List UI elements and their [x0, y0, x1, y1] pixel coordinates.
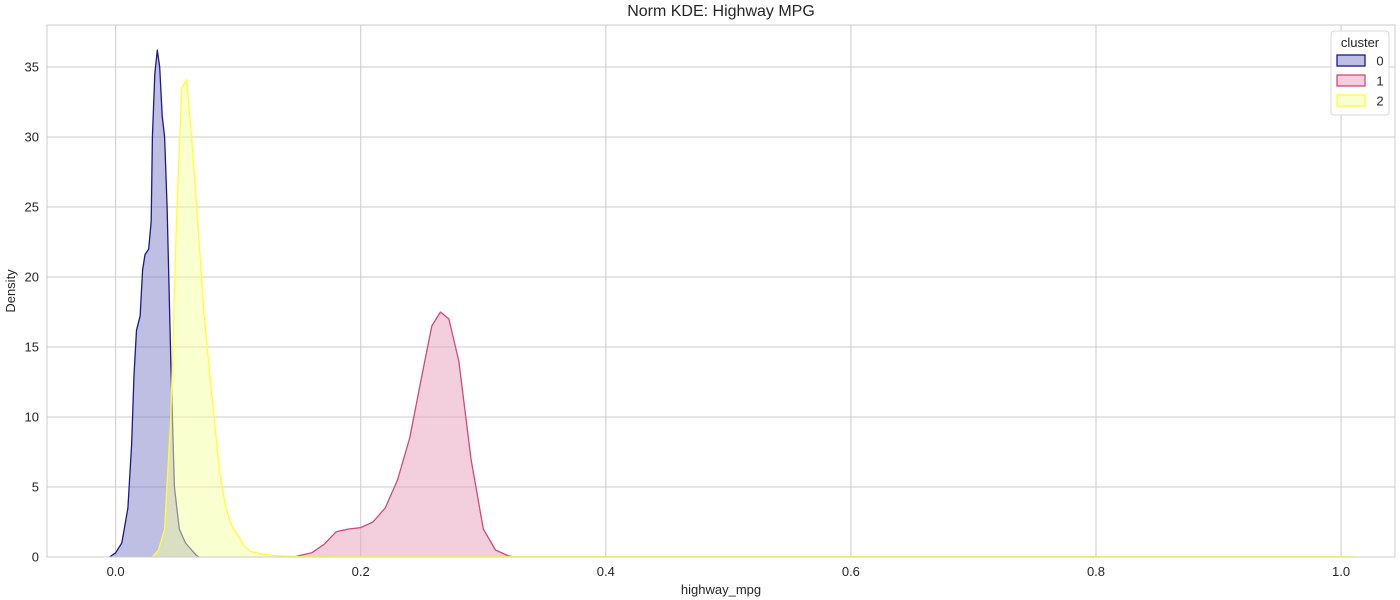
chart-title: Norm KDE: Highway MPG: [627, 3, 815, 20]
density-line-1: [293, 311, 515, 558]
y-tick-label: 20: [25, 270, 39, 285]
y-tick-label: 0: [32, 550, 39, 565]
density-area-0: [109, 50, 199, 557]
legend-label-2: 2: [1376, 94, 1383, 109]
x-tick-label: 1.0: [1332, 564, 1350, 579]
legend-label-0: 0: [1376, 54, 1383, 69]
plot-background: [47, 25, 1395, 557]
legend-swatch-1: [1336, 74, 1366, 87]
y-tick-label: 5: [32, 480, 39, 495]
x-tick-label: 0.2: [352, 564, 370, 579]
legend-swatch-2: [1336, 94, 1366, 107]
x-axis-label: highway_mpg: [681, 582, 761, 597]
legend-title: cluster: [1341, 35, 1380, 50]
y-axis-label: Density: [3, 269, 18, 313]
x-tick-label: 0.6: [842, 564, 860, 579]
y-tick-label: 15: [25, 340, 39, 355]
legend: cluster 0 1 2: [1330, 30, 1390, 116]
legend-entries: 0 1 2: [1336, 54, 1384, 109]
x-tick-label: 0.8: [1087, 564, 1105, 579]
plot-frame: [46, 24, 1396, 558]
y-tick-labels: 0 5 10 15 20 25 30 35: [25, 60, 39, 565]
y-tick-label: 25: [25, 200, 39, 215]
x-tick-labels: 0.0 0.2 0.4 0.6 0.8 1.0: [107, 564, 1351, 579]
x-tick-label: 0.4: [597, 564, 615, 579]
legend-swatch-0: [1336, 54, 1366, 67]
legend-label-1: 1: [1376, 74, 1383, 89]
x-tick-label: 0.0: [107, 564, 125, 579]
density-area-1: [293, 312, 514, 557]
legend-box: [1330, 30, 1390, 116]
y-tick-label: 35: [25, 60, 39, 75]
y-tick-label: 30: [25, 130, 39, 145]
y-tick-label: 10: [25, 410, 39, 425]
